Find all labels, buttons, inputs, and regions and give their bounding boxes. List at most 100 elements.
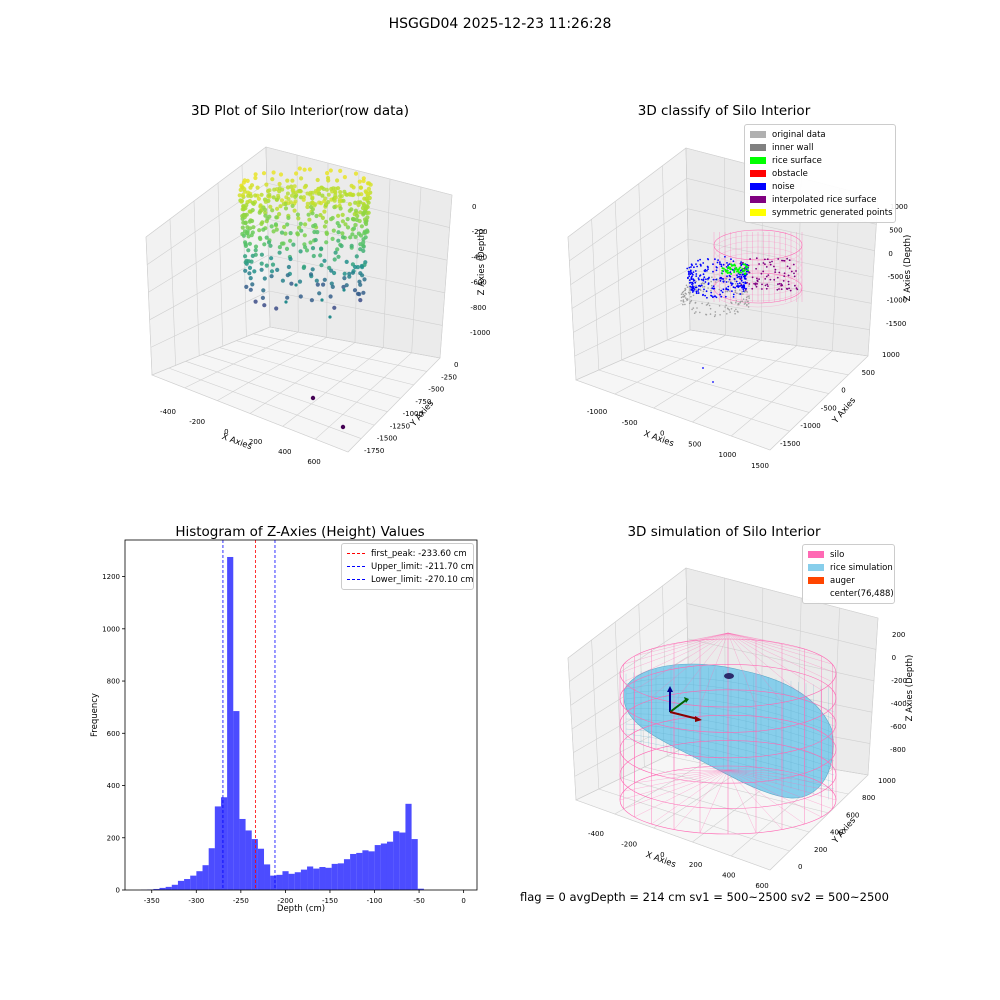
grid-line [151,374,349,453]
outlier-point [310,395,316,401]
original-point [711,276,713,279]
rice-surface-point [747,269,749,272]
original-point [741,290,743,293]
data-point [328,315,332,319]
axis-tick-label: 0 [660,851,664,859]
original-point [692,294,695,297]
original-point [680,300,682,302]
axis-tick-label: 1000 [882,351,900,359]
rice-mesh-line [625,718,835,762]
x-tick-label: -50 [413,897,424,905]
silo-roof-wire [727,632,805,650]
original-point [702,282,705,285]
grid-line [570,208,688,285]
grid-line [570,626,688,706]
data-point [267,192,272,197]
grid-line [219,347,401,399]
data-point [244,212,249,217]
noise-point [702,273,705,276]
grid-line [236,340,414,386]
original-point [747,295,749,298]
noise-point [728,278,731,281]
data-point [310,211,315,216]
data-point [319,263,324,268]
rice-surface-point [724,269,727,272]
interpolated-point [786,257,788,260]
rice-surface-point [730,263,732,266]
noise-point [690,286,693,288]
noise-point [720,265,723,268]
legend-swatch [750,209,766,216]
axis-tick-label: -1250 [390,422,410,430]
histogram-bar [214,806,221,890]
interpolated-point [771,260,773,263]
interpolated-point [751,276,754,279]
noise-point [714,258,716,260]
interpolated-point [758,278,760,280]
axis-tick-label: -800 [470,304,486,312]
data-point [302,167,307,172]
data-point [259,267,264,272]
silo-floor-wire [673,769,729,771]
interpolated-point [764,263,766,266]
noise-point [700,278,703,281]
data-point [276,193,281,198]
histogram-bar [220,797,228,890]
grid-line [686,603,877,650]
original-point [684,288,687,291]
noise-point [739,273,741,276]
legend-item: center(76,488) [808,587,894,600]
grid-line [315,352,412,440]
data-point [252,269,257,274]
x-tick-label: -250 [233,897,249,905]
data-point [322,258,327,263]
data-point [343,222,348,227]
y-tick-label: 600 [107,730,120,738]
panel2-title: 3D classify of Silo Interior [637,103,811,119]
data-point [344,259,349,264]
legend-label: inner wall [772,142,814,153]
legend-label: symmetric generated points [772,207,893,218]
data-point [366,186,371,191]
x-tick-label: -150 [322,897,338,905]
rice-surface-point [734,264,737,267]
legend-item: interpolated rice surface [750,193,890,206]
original-point [742,298,745,301]
original-point [730,308,733,310]
data-point [270,208,275,213]
status-footer: flag = 0 avgDepth = 214 cm sv1 = 500~250… [520,890,889,904]
axis-tick-label: 200 [249,438,262,446]
axis-tick-label: 1000 [890,203,908,211]
data-point [245,225,250,230]
axis-tick-label: -400 [160,408,176,416]
data-point [314,213,319,219]
grid-line [202,354,388,413]
data-point [366,181,372,186]
noise-point [696,265,698,268]
histogram-bar [386,841,394,890]
histogram-bar [362,850,369,890]
axis-tick-label: -400 [588,830,604,838]
legend-line [347,553,365,554]
legend-label: rice surface [772,155,822,166]
data-point [338,206,343,211]
silo-roof-wire [727,632,833,682]
interpolated-point [754,283,757,286]
data-point [259,261,264,266]
silo-floor-wire [727,769,783,771]
data-point [283,206,289,211]
data-point [324,219,329,224]
noise-point [697,277,700,279]
silo-floor-wire [673,769,729,830]
original-point [734,283,737,285]
data-point [243,268,248,273]
data-point [285,295,290,300]
noise-point [691,288,694,290]
axis-tick-label: 200 [689,861,702,869]
noise-point [692,271,695,273]
original-point [689,291,691,294]
data-point [335,178,340,183]
data-point [247,271,252,276]
noise-point [698,278,700,281]
rice-mesh-line [625,728,835,776]
